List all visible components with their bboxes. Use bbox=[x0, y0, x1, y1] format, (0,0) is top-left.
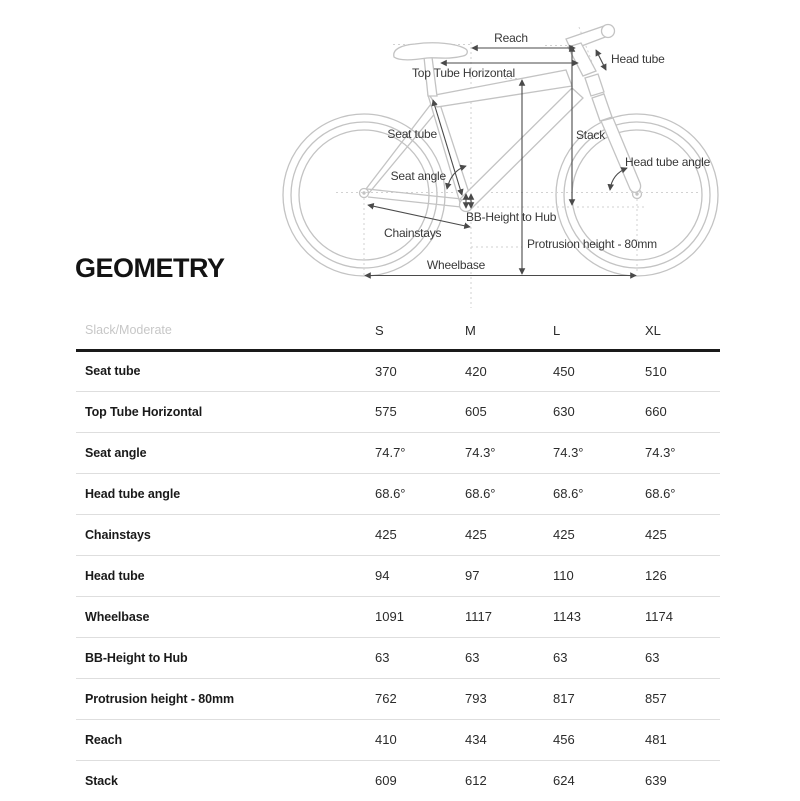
row-label: Wheelbase bbox=[85, 609, 150, 624]
header-col-m: M bbox=[465, 322, 476, 338]
cell-xl: 639 bbox=[645, 773, 667, 789]
geometry-table: Slack/Moderate S M L XL Seat tube 370 42… bbox=[76, 312, 720, 801]
cell-s: 762 bbox=[375, 691, 397, 706]
cell-xl: 510 bbox=[645, 363, 667, 379]
seat-angle-arc bbox=[445, 164, 467, 190]
header-variant-label: Slack/Moderate bbox=[85, 323, 172, 338]
seat-angle-label: Seat angle bbox=[391, 169, 447, 183]
table-row: Wheelbase 1091 1117 1143 1174 bbox=[76, 596, 720, 637]
cell-s: 410 bbox=[375, 732, 397, 747]
head-tube-angle-arc bbox=[607, 167, 628, 191]
stack-label: Stack bbox=[576, 128, 606, 142]
header-col-l: L bbox=[553, 322, 561, 338]
table-row: Chainstays 425 425 425 425 bbox=[76, 514, 720, 555]
cell-s: 68.6° bbox=[375, 486, 406, 501]
cell-m: 97 bbox=[465, 568, 480, 583]
row-label: Chainstays bbox=[85, 527, 151, 542]
cell-m: 1117 bbox=[465, 609, 492, 624]
table-row: Seat tube 370 420 450 510 bbox=[76, 350, 720, 391]
table-row: Protrusion height - 80mm 762 793 817 857 bbox=[76, 678, 720, 719]
cell-s: 74.7° bbox=[375, 445, 406, 460]
row-label: Top Tube Horizontal bbox=[85, 404, 203, 419]
wheelbase-label: Wheelbase bbox=[427, 258, 486, 272]
cell-l: 450 bbox=[553, 363, 575, 379]
cell-l: 817 bbox=[553, 691, 575, 706]
cell-xl: 481 bbox=[645, 732, 667, 747]
header-col-xl: XL bbox=[645, 322, 661, 338]
cell-s: 94 bbox=[375, 568, 390, 583]
table-row: Stack 609 612 624 639 bbox=[76, 760, 720, 801]
cell-l: 74.3° bbox=[553, 445, 584, 460]
dimension-arrows bbox=[364, 44, 637, 279]
row-label: Stack bbox=[85, 773, 118, 788]
top-tube-label: Top Tube Horizontal bbox=[412, 66, 515, 80]
cell-l: 630 bbox=[553, 404, 575, 419]
row-label: Protrusion height - 80mm bbox=[85, 691, 235, 706]
cell-l: 624 bbox=[553, 773, 575, 789]
page-title: GEOMETRY bbox=[75, 253, 225, 283]
table-row: Head tube 94 97 110 126 bbox=[76, 555, 720, 596]
chainstays-label: Chainstays bbox=[384, 226, 442, 240]
cell-m: 605 bbox=[465, 404, 487, 419]
table-row: Reach 410 434 456 481 bbox=[76, 719, 720, 760]
cell-m: 434 bbox=[465, 732, 487, 747]
protrusion-label: Protrusion height - 80mm bbox=[527, 237, 657, 251]
cell-l: 63 bbox=[553, 650, 568, 665]
cell-s: 63 bbox=[375, 650, 390, 665]
cell-s: 370 bbox=[375, 363, 397, 379]
cell-l: 110 bbox=[553, 568, 574, 583]
table-header-row: Slack/Moderate S M L XL bbox=[76, 312, 720, 350]
bb-height-label: BB-Height to Hub bbox=[466, 210, 557, 224]
seat-tube-label: Seat tube bbox=[387, 127, 437, 141]
header-col-s: S bbox=[375, 322, 384, 338]
reach-label: Reach bbox=[494, 31, 528, 45]
table-row: Top Tube Horizontal 575 605 630 660 bbox=[76, 391, 720, 432]
head-tube-label: Head tube bbox=[611, 52, 665, 66]
cell-xl: 126 bbox=[645, 568, 667, 583]
cell-m: 612 bbox=[465, 773, 487, 789]
cell-l: 68.6° bbox=[553, 486, 584, 501]
cell-m: 793 bbox=[465, 691, 487, 706]
row-label: Seat tube bbox=[85, 364, 141, 378]
cell-xl: 660 bbox=[645, 404, 667, 419]
row-label: Head tube angle bbox=[85, 486, 181, 501]
table-row: BB-Height to Hub 63 63 63 63 bbox=[76, 637, 720, 678]
row-label: Head tube bbox=[85, 568, 145, 583]
cell-xl: 857 bbox=[645, 691, 667, 706]
row-label: Seat angle bbox=[85, 445, 147, 460]
cell-m: 74.3° bbox=[465, 445, 496, 460]
cell-l: 425 bbox=[553, 527, 575, 542]
cell-l: 456 bbox=[553, 732, 575, 747]
cell-xl: 68.6° bbox=[645, 486, 676, 501]
cell-m: 68.6° bbox=[465, 486, 496, 501]
bike-frame bbox=[365, 23, 642, 213]
cell-xl: 63 bbox=[645, 650, 660, 665]
head-tube-arrow bbox=[595, 49, 607, 71]
cell-l: 1143 bbox=[553, 609, 581, 624]
row-label: BB-Height to Hub bbox=[85, 650, 188, 665]
table-row: Seat angle 74.7° 74.3° 74.3° 74.3° bbox=[76, 432, 720, 473]
cell-m: 420 bbox=[465, 363, 487, 379]
row-label: Reach bbox=[85, 732, 123, 747]
cell-s: 609 bbox=[375, 773, 397, 789]
chainstays-arrow bbox=[367, 202, 471, 230]
bike-geometry-diagram: Reach Top Tube Horizontal Head tube Seat… bbox=[282, 23, 719, 308]
cell-s: 1091 bbox=[375, 609, 404, 624]
cell-s: 575 bbox=[375, 404, 397, 419]
cell-xl: 425 bbox=[645, 527, 667, 542]
cell-xl: 1174 bbox=[645, 609, 673, 624]
cell-m: 425 bbox=[465, 527, 487, 542]
cell-s: 425 bbox=[375, 527, 397, 542]
cell-m: 63 bbox=[465, 650, 480, 665]
table-row: Head tube angle 68.6° 68.6° 68.6° 68.6° bbox=[76, 473, 720, 514]
head-tube-angle-label: Head tube angle bbox=[625, 155, 711, 169]
cell-xl: 74.3° bbox=[645, 445, 676, 460]
